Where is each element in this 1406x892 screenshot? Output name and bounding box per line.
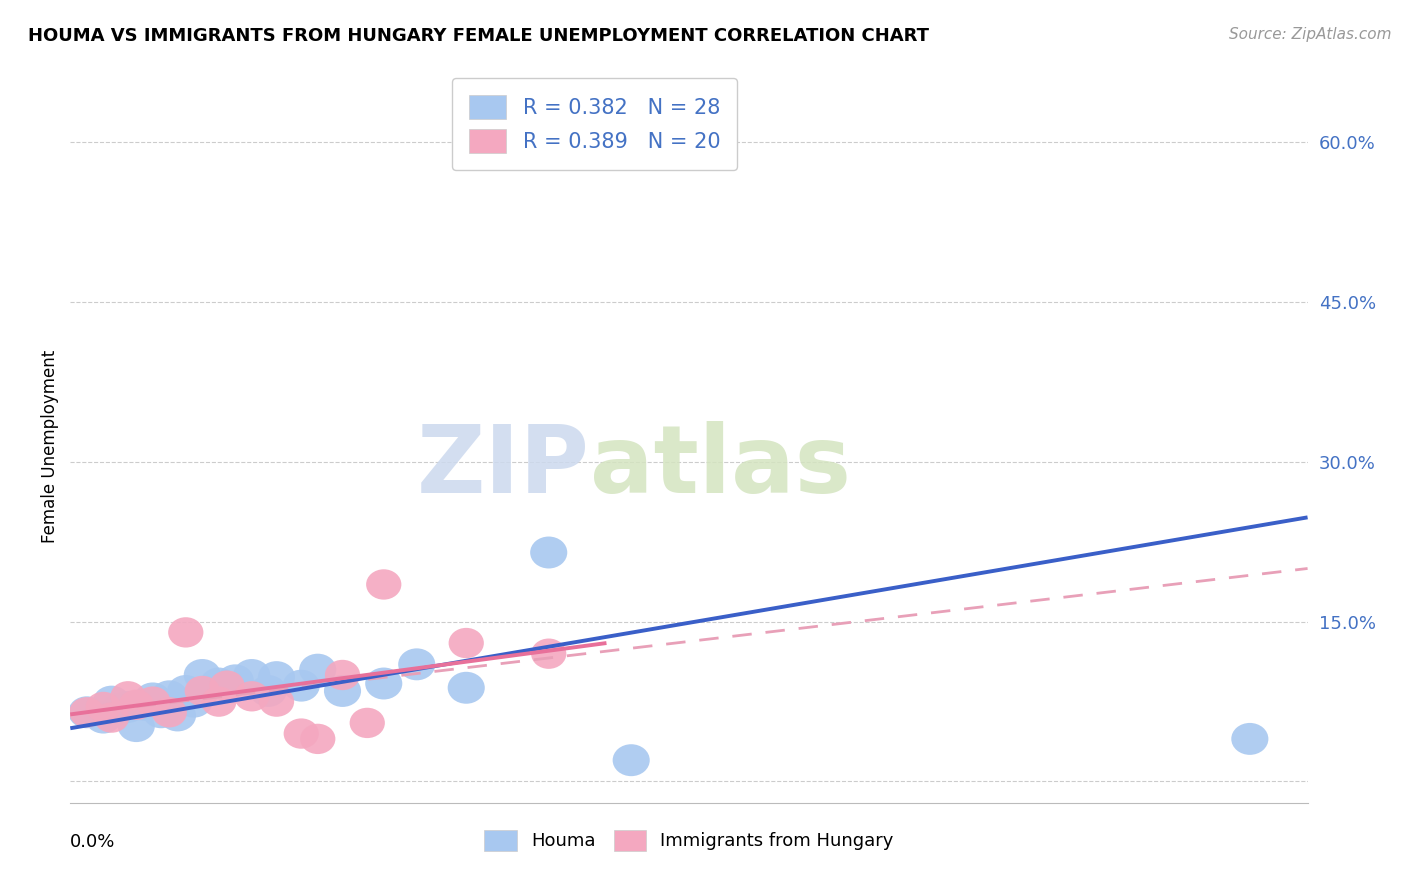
Ellipse shape	[94, 702, 129, 732]
Ellipse shape	[118, 710, 155, 742]
Ellipse shape	[110, 691, 146, 723]
Ellipse shape	[449, 628, 484, 658]
Ellipse shape	[259, 687, 294, 717]
Ellipse shape	[69, 697, 105, 728]
Ellipse shape	[111, 681, 146, 712]
Ellipse shape	[398, 648, 436, 681]
Ellipse shape	[101, 693, 138, 725]
Ellipse shape	[217, 665, 254, 697]
Ellipse shape	[366, 667, 402, 699]
Ellipse shape	[184, 659, 221, 691]
Ellipse shape	[530, 536, 567, 568]
Text: HOUMA VS IMMIGRANTS FROM HUNGARY FEMALE UNEMPLOYMENT CORRELATION CHART: HOUMA VS IMMIGRANTS FROM HUNGARY FEMALE …	[28, 27, 929, 45]
Text: atlas: atlas	[591, 421, 851, 514]
Ellipse shape	[127, 689, 163, 721]
Ellipse shape	[69, 697, 104, 728]
Text: 0.0%: 0.0%	[70, 833, 115, 851]
Ellipse shape	[201, 687, 236, 717]
Ellipse shape	[323, 675, 361, 707]
Ellipse shape	[93, 686, 131, 717]
Ellipse shape	[167, 675, 204, 707]
Ellipse shape	[613, 744, 650, 776]
Ellipse shape	[235, 681, 270, 712]
Ellipse shape	[150, 681, 188, 713]
Ellipse shape	[169, 617, 204, 648]
Ellipse shape	[152, 697, 187, 728]
Ellipse shape	[299, 723, 336, 754]
Ellipse shape	[283, 670, 319, 702]
Ellipse shape	[200, 667, 238, 699]
Ellipse shape	[142, 697, 180, 728]
Ellipse shape	[159, 699, 195, 731]
Ellipse shape	[118, 690, 153, 720]
Y-axis label: Female Unemployment: Female Unemployment	[41, 350, 59, 542]
Ellipse shape	[176, 686, 212, 717]
Legend: Houma, Immigrants from Hungary: Houma, Immigrants from Hungary	[477, 822, 901, 858]
Ellipse shape	[250, 675, 287, 707]
Ellipse shape	[325, 660, 360, 690]
Ellipse shape	[447, 672, 485, 704]
Ellipse shape	[184, 676, 219, 706]
Ellipse shape	[366, 569, 401, 599]
Ellipse shape	[299, 654, 336, 686]
Ellipse shape	[134, 682, 172, 714]
Ellipse shape	[1232, 723, 1268, 755]
Ellipse shape	[135, 687, 170, 717]
Ellipse shape	[84, 702, 122, 733]
Ellipse shape	[531, 639, 567, 669]
Ellipse shape	[284, 718, 319, 748]
Text: Source: ZipAtlas.com: Source: ZipAtlas.com	[1229, 27, 1392, 42]
Text: ZIP: ZIP	[418, 421, 591, 514]
Ellipse shape	[209, 671, 245, 701]
Ellipse shape	[86, 692, 121, 723]
Ellipse shape	[257, 661, 295, 693]
Ellipse shape	[350, 707, 385, 738]
Ellipse shape	[233, 659, 270, 691]
